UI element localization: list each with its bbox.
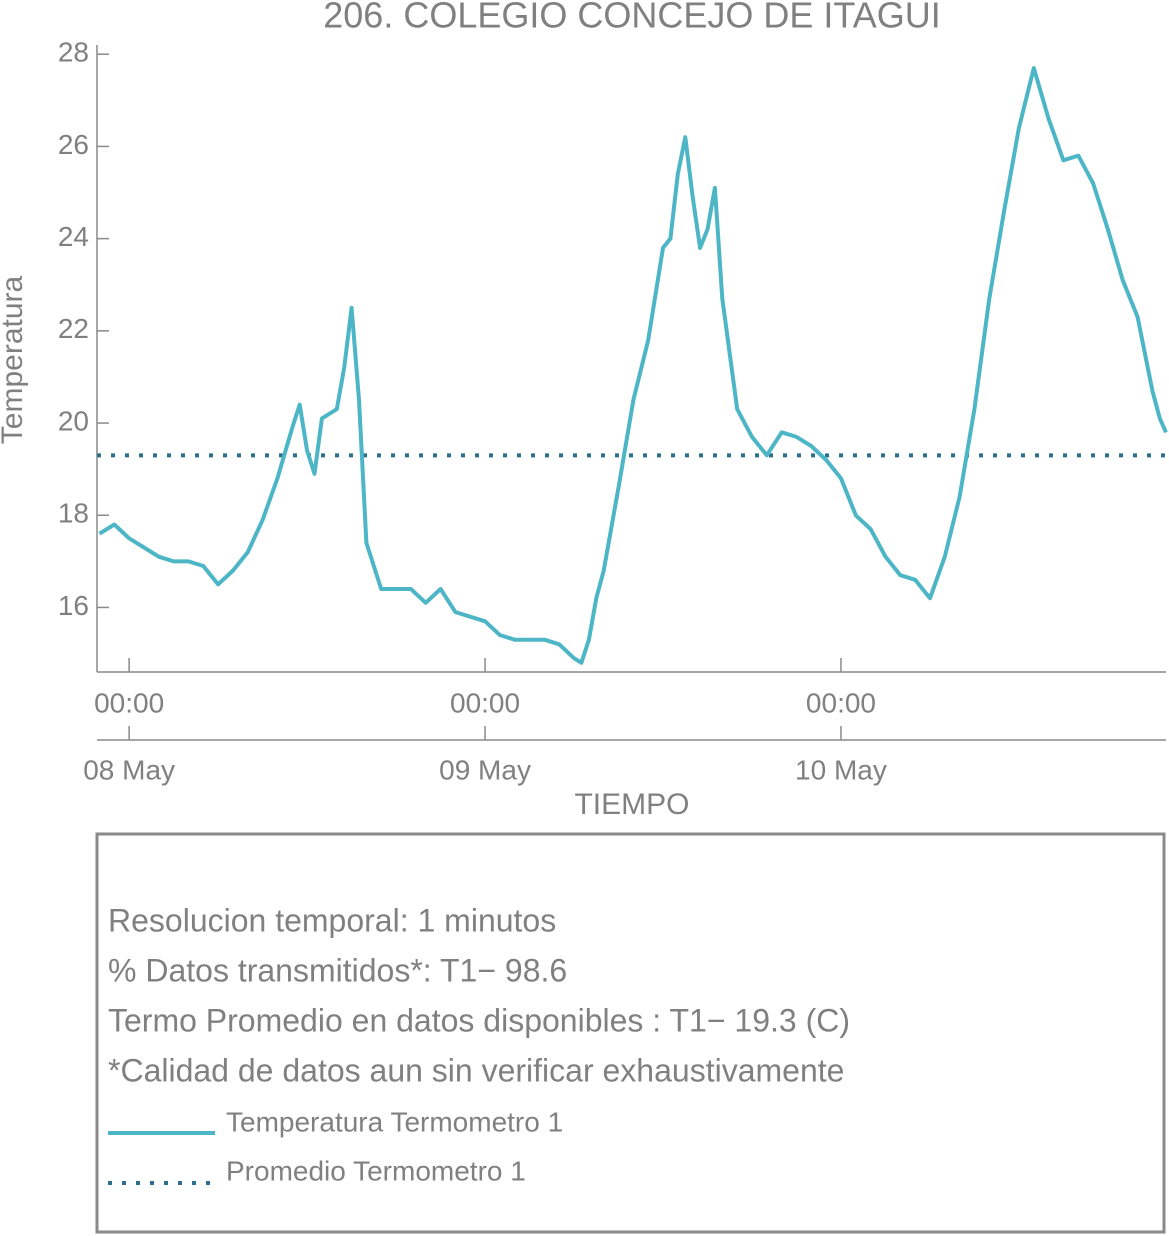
x-axis-label: TIEMPO (574, 788, 689, 821)
temperature-line (98, 66, 1168, 665)
info-line: % Datos transmitidos*: T1− 98.6 (108, 952, 567, 988)
info-box (95, 832, 1166, 1234)
x-tick-label: 00:00 (450, 687, 520, 718)
x-tick-secondary-label: 09 May (439, 754, 531, 785)
legend-label: Promedio Termometro 1 (226, 1155, 526, 1186)
info-line: *Calidad de datos aun sin verificar exha… (108, 1052, 844, 1088)
x-tick-label: 00:00 (806, 687, 876, 718)
legend-label: Temperatura Termometro 1 (226, 1106, 563, 1137)
y-tick-label: 20 (58, 405, 89, 436)
y-axis-label: Temperatura (0, 275, 29, 444)
x-tick-label: 00:00 (94, 687, 164, 718)
x-tick-secondary-label: 08 May (83, 754, 175, 785)
x-tick-secondary-label: 10 May (795, 754, 887, 785)
chart-title: 206. COLEGIO CONCEJO DE ITAGUI (323, 0, 940, 36)
y-tick-label: 22 (58, 313, 89, 344)
y-tick-label: 28 (58, 37, 89, 68)
y-tick-label: 26 (58, 129, 89, 160)
info-line: Termo Promedio en datos disponibles : T1… (108, 1002, 850, 1038)
y-tick-label: 16 (58, 590, 89, 621)
info-line: Resolucion temporal: 1 minutos (108, 902, 556, 938)
y-tick-label: 24 (58, 221, 89, 252)
y-tick-label: 18 (58, 498, 89, 529)
